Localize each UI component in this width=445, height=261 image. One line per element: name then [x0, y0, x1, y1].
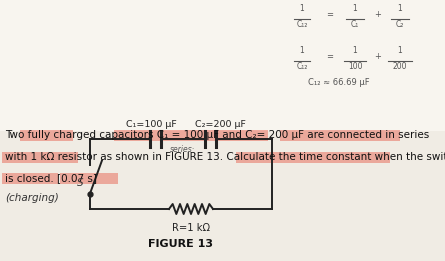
Text: 1: 1 [352, 46, 357, 55]
Text: 200: 200 [393, 62, 407, 71]
Text: R=1 kΩ: R=1 kΩ [172, 223, 210, 233]
Text: is closed. [0.07 s]: is closed. [0.07 s] [5, 173, 97, 183]
Text: C₁₂ ≈ 66.69 μF: C₁₂ ≈ 66.69 μF [308, 78, 370, 87]
Text: 100: 100 [348, 62, 362, 71]
Text: (charging): (charging) [5, 193, 59, 203]
Text: +: + [375, 10, 381, 19]
Text: S: S [77, 178, 83, 188]
Text: 1: 1 [398, 4, 402, 13]
Text: 1: 1 [398, 46, 402, 55]
Bar [2, 173, 58, 183]
Text: C₂=200 μF: C₂=200 μF [194, 120, 246, 129]
Text: 1: 1 [299, 4, 304, 13]
Text: =: = [327, 10, 333, 19]
Bar [0, 0, 445, 131]
Text: C₁: C₁ [351, 20, 359, 29]
Text: Two fully charged capacitors C₁ = 100 μF and C₂= 200 μF are connected in series: Two fully charged capacitors C₁ = 100 μF… [5, 130, 429, 140]
Text: series·: series· [170, 145, 195, 154]
Bar [2, 151, 78, 163]
Text: C₁=100 μF: C₁=100 μF [125, 120, 176, 129]
Text: +: + [375, 52, 381, 61]
Text: C₁₂: C₁₂ [296, 62, 307, 71]
Text: C₂: C₂ [396, 20, 404, 29]
Bar [20, 129, 73, 140]
Text: =: = [327, 52, 333, 61]
Text: 1: 1 [299, 46, 304, 55]
Bar [60, 173, 118, 183]
Bar [114, 129, 268, 140]
Text: 1: 1 [352, 4, 357, 13]
Bar [280, 129, 400, 140]
Text: FIGURE 13: FIGURE 13 [149, 239, 214, 249]
Bar [236, 151, 390, 163]
Text: C₁₂: C₁₂ [296, 20, 307, 29]
Text: with 1 kΩ resistor as shown in FIGURE 13. Calculate the time constant when the s: with 1 kΩ resistor as shown in FIGURE 13… [5, 152, 445, 162]
